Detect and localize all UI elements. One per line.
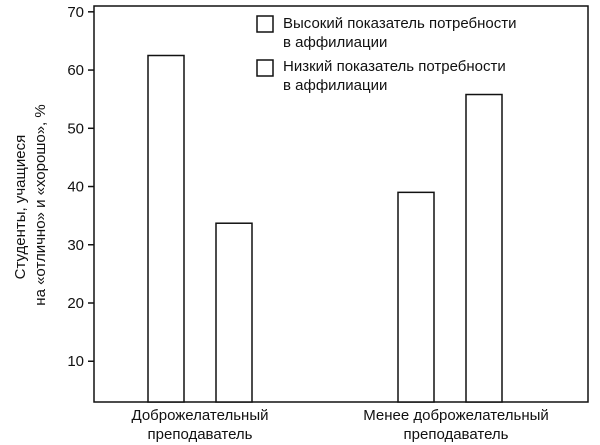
y-axis-title-line-2: на «отлично» и «хорошо», % [32,104,49,305]
y-tick-label: 20 [67,295,84,312]
category-label-1-line-2: преподаватель [148,426,253,443]
y-tick-label: 10 [67,353,84,370]
legend: Высокий показатель потребности в аффилиа… [256,15,521,94]
bar-high-1 [147,54,185,403]
category-label-1-line-1: Доброжелательный [132,407,269,424]
legend-label-high-line-2: в аффилиации [283,34,387,51]
bar-low-1 [215,222,253,403]
bars [147,54,503,403]
category-label-2-line-2: преподаватель [404,426,509,443]
plot-border [93,5,589,403]
category-label-1: Доброжелательный преподаватель [132,407,269,443]
legend-label-high-line-1: Высокий показатель потребности [283,15,516,32]
y-axis-title: Студенты, учащиеся на «отлично» и «хорош… [12,104,49,305]
legend-label-low: Низкий показатель потребности в аффилиац… [283,58,510,94]
legend-label-low-line-1: Низкий показатель потребности [283,58,506,75]
y-tick-label: 30 [67,237,84,254]
legend-label-high: Высокий показатель потребности в аффилиа… [283,15,521,51]
y-axis-ticks: 10 20 30 40 50 60 70 [67,4,94,370]
category-label-2: Менее доброжелательный преподаватель [363,407,549,443]
y-axis-title-line-1: Студенты, учащиеся [12,135,29,280]
plot-frame [93,5,589,403]
bar-high-2 [397,191,435,403]
y-tick-label: 50 [67,120,84,137]
bar-low-2 [465,93,503,403]
legend-swatch-high [256,15,274,33]
category-label-2-line-1: Менее доброжелательный [363,407,549,424]
y-tick-label: 70 [67,4,84,21]
legend-swatch-low [256,59,274,77]
legend-label-low-line-2: в аффилиации [283,77,387,94]
y-tick-label: 40 [67,179,84,196]
y-tick-label: 60 [67,62,84,79]
